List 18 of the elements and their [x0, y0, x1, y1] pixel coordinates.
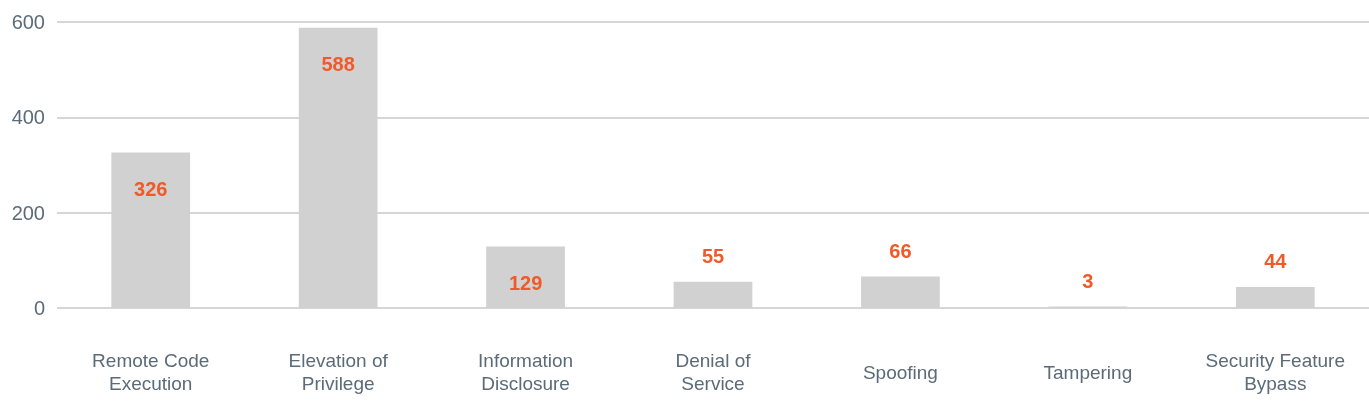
x-tick-label: Information Disclosure — [478, 350, 574, 394]
data-label: 326 — [134, 177, 168, 200]
data-label: 129 — [508, 271, 543, 294]
x-tick-label: Tampering — [1043, 361, 1133, 383]
x-tick-label: Spoofing — [862, 361, 938, 383]
data-label: 3 — [1082, 269, 1094, 292]
x-tick-label: Remote Code Execution — [92, 350, 210, 394]
y-tick-label: 200 — [11, 201, 45, 224]
data-label: 588 — [321, 52, 355, 75]
data-label: 55 — [701, 244, 725, 267]
y-tick-label: 400 — [11, 106, 45, 129]
data-label: 44 — [1264, 250, 1288, 273]
x-tick-label: Elevation of Privilege — [288, 350, 389, 394]
y-tick-label: 600 — [11, 11, 45, 33]
y-tick-label: 0 — [33, 297, 45, 319]
data-label: 66 — [889, 239, 912, 262]
x-tick-label: Denial of Service — [675, 350, 752, 394]
x-tick-label: Security Feature Bypass — [1205, 350, 1345, 394]
